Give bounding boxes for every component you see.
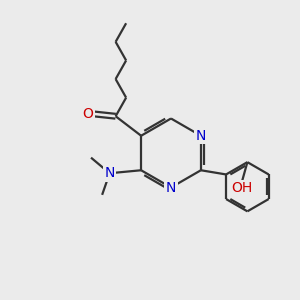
Text: OH: OH <box>231 181 252 195</box>
Text: O: O <box>82 107 93 121</box>
Text: N: N <box>104 166 115 180</box>
Text: N: N <box>166 181 176 194</box>
Text: N: N <box>196 129 206 143</box>
